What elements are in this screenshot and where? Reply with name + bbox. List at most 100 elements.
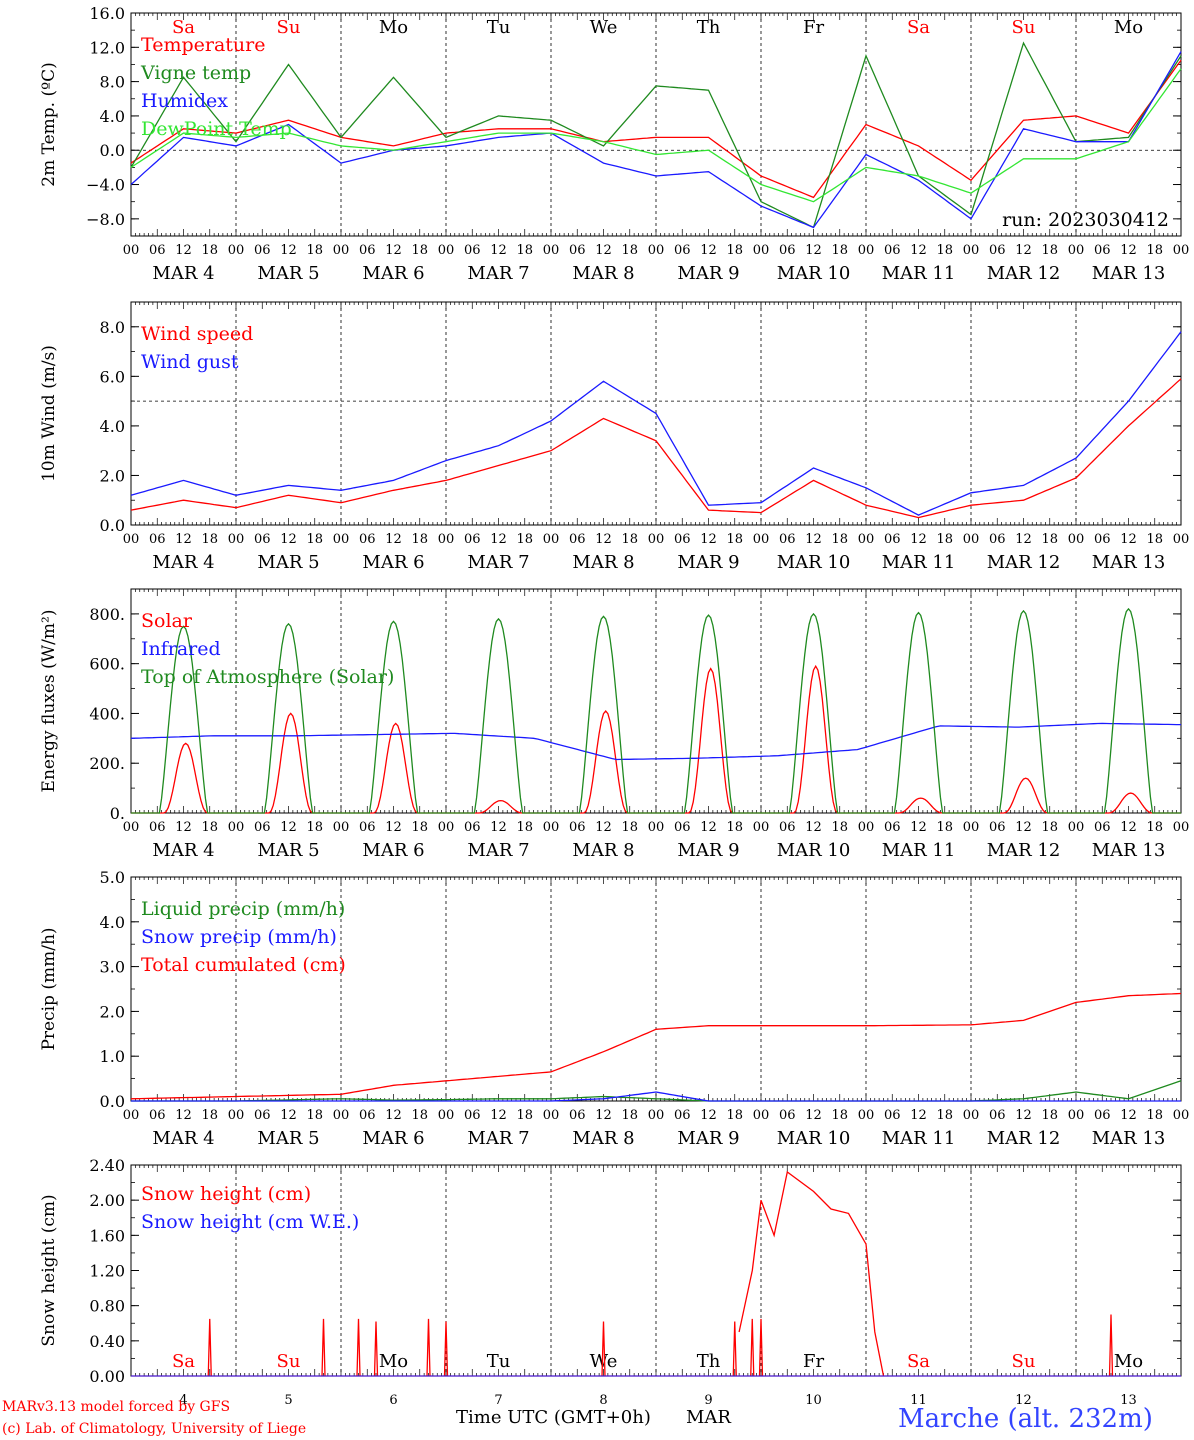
y-tick-label: 0.0 (100, 141, 125, 160)
hour-label: 06 (464, 243, 481, 258)
series-line-green (131, 607, 1181, 814)
snow-spike (426, 1318, 431, 1377)
hour-label: 18 (1146, 243, 1163, 258)
hour-label: 18 (936, 820, 953, 835)
hour-label: 06 (884, 532, 901, 547)
legend-entry: Vigne temp (140, 62, 251, 84)
day-number: 8 (599, 1393, 607, 1408)
weekday-label: Mo (379, 17, 408, 38)
hour-label: 18 (621, 1108, 638, 1123)
hour-label: 18 (726, 1108, 743, 1123)
hour-label: 12 (595, 532, 612, 547)
series-group (130, 331, 1182, 519)
hour-label: 06 (779, 532, 796, 547)
hour-label: 00 (228, 243, 245, 258)
date-label: MAR 4 (152, 552, 214, 573)
date-label: MAR 13 (1092, 1128, 1166, 1149)
hour-label: 00 (123, 1108, 140, 1123)
date-label: MAR 10 (777, 263, 851, 284)
hour-label: 18 (1041, 1108, 1058, 1123)
weekday-label: Su (1012, 17, 1036, 38)
hour-label: 06 (884, 1108, 901, 1123)
hour-label: 06 (1094, 820, 1111, 835)
weekday-label: Mo (379, 1351, 408, 1372)
day-number: 13 (1120, 1393, 1137, 1408)
snow-main-event (738, 1170, 885, 1377)
hour-label: 00 (228, 820, 245, 835)
day-number: 7 (494, 1393, 502, 1408)
hour-label: 18 (516, 532, 533, 547)
date-label: MAR 12 (987, 263, 1061, 284)
hour-label: 12 (700, 820, 717, 835)
date-label: MAR 9 (677, 552, 739, 573)
y-axis-title: 10m Wind (m/s) (39, 345, 59, 482)
hour-label: 12 (1120, 1108, 1137, 1123)
hour-label: 06 (674, 243, 691, 258)
legend-entry: Solar (141, 610, 193, 632)
credit-line-1: MARv3.13 model forced by GFS (2, 1399, 230, 1415)
hour-label: 00 (963, 1108, 980, 1123)
hour-label: 06 (569, 1108, 586, 1123)
date-label: MAR 7 (467, 552, 529, 573)
hour-label: 00 (438, 820, 455, 835)
hour-label: 00 (123, 532, 140, 547)
hour-label: 12 (595, 1108, 612, 1123)
legend-entry: Wind gust (141, 351, 239, 373)
legend-entry: Infrared (141, 638, 221, 660)
legend-entry: Humidex (141, 90, 228, 112)
hour-label: 06 (674, 532, 691, 547)
hour-label: 12 (175, 1108, 192, 1123)
hour-label: 12 (175, 820, 192, 835)
hour-label: 12 (910, 1108, 927, 1123)
series-line-green (131, 1080, 1182, 1102)
hour-label: 06 (1094, 243, 1111, 258)
hour-label: 12 (595, 243, 612, 258)
hour-label: 12 (1015, 820, 1032, 835)
hour-label: 00 (543, 1108, 560, 1123)
y-tick-label: 0.40 (89, 1332, 125, 1351)
y-tick-label: 3.0 (100, 958, 125, 977)
weekday-label: Sa (907, 17, 930, 38)
weekday-label: Fr (803, 1351, 824, 1372)
hour-label: 18 (306, 820, 323, 835)
y-tick-label: 0.0 (100, 516, 125, 535)
y-tick-label: 6.0 (100, 367, 125, 386)
weekday-label: Tu (487, 1351, 511, 1372)
hour-label: 12 (385, 243, 402, 258)
hour-label: 12 (385, 1108, 402, 1123)
hour-label: 12 (175, 532, 192, 547)
hour-label: 00 (648, 243, 665, 258)
hour-label: 18 (621, 532, 638, 547)
hour-label: 06 (989, 1108, 1006, 1123)
date-label: MAR 8 (572, 1128, 634, 1149)
hour-label: 06 (254, 820, 271, 835)
hour-label: 18 (726, 820, 743, 835)
hour-label: 00 (438, 532, 455, 547)
weekday-label: We (590, 1351, 618, 1372)
snow-spike (443, 1321, 449, 1377)
legend-entry: Snow height (cm) (141, 1183, 311, 1205)
y-tick-label: 600. (89, 655, 125, 674)
date-label: MAR 5 (257, 840, 319, 861)
y-tick-label: 8.0 (100, 318, 125, 337)
hour-label: 06 (1094, 1108, 1111, 1123)
hour-label: 00 (1068, 1108, 1085, 1123)
hour-label: 00 (123, 820, 140, 835)
date-label: MAR 11 (882, 263, 956, 284)
hour-label: 00 (1173, 243, 1190, 258)
y-axis-title: Energy fluxes (W/m²) (39, 610, 59, 793)
date-label: MAR 8 (572, 840, 634, 861)
date-label: MAR 11 (882, 552, 956, 573)
hour-label: 00 (333, 820, 350, 835)
hour-label: 18 (621, 243, 638, 258)
day-number: 5 (284, 1393, 292, 1408)
date-label: MAR 11 (882, 1128, 956, 1149)
weekday-label: Th (697, 17, 721, 38)
y-axis-title: Precip (mm/h) (39, 927, 59, 1050)
hour-label: 12 (805, 243, 822, 258)
hour-label: 00 (1068, 243, 1085, 258)
hour-label: 00 (753, 532, 770, 547)
date-label: MAR 6 (362, 552, 424, 573)
hour-label: 00 (858, 243, 875, 258)
